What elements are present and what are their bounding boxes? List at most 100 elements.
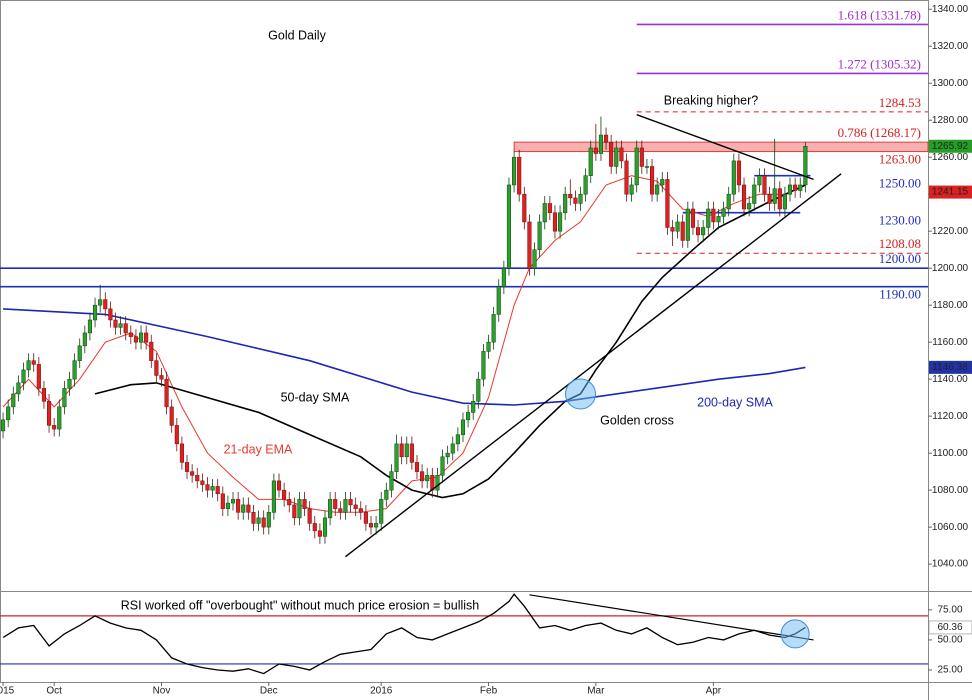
candle-body [404, 443, 409, 458]
candle-body [512, 156, 517, 186]
candle-body [82, 332, 87, 347]
y-tick-label: 1340.00 [932, 4, 969, 15]
candle-body [190, 471, 195, 476]
candle-body [598, 134, 604, 154]
candle-body [757, 175, 762, 186]
candle-body [563, 193, 568, 213]
candle-body [558, 212, 563, 232]
y-tick-label: 1180.00 [932, 300, 968, 311]
candle-body [363, 512, 368, 524]
x-tick-label: Nov [153, 686, 171, 697]
y-tick-label: 50.00 [937, 635, 962, 646]
x-tick-label: 2015 [0, 686, 15, 697]
candle-body [496, 286, 501, 315]
x-tick-label: Oct [46, 686, 62, 697]
candle-body [317, 530, 322, 537]
candle-body [154, 360, 159, 376]
candle-body [685, 208, 690, 241]
price-tag [929, 139, 972, 153]
candle-body [624, 160, 629, 195]
candle-body [138, 332, 144, 343]
level-label: 1230.00 [879, 213, 921, 228]
y-tick-label: 25.00 [937, 665, 962, 676]
candle-body [481, 351, 486, 380]
x-tick-label: Mar [587, 686, 605, 697]
candle-body [527, 221, 532, 269]
candle-body [752, 184, 757, 204]
candle-body [716, 216, 721, 223]
candle-body [573, 197, 578, 204]
x-tick-label: Dec [260, 686, 278, 697]
level-label: 1.618 (1331.78) [838, 7, 921, 22]
level-label: 1250.00 [879, 176, 921, 191]
level-label: 1208.08 [879, 236, 921, 251]
candle-body [501, 267, 506, 287]
candle-body [11, 393, 16, 408]
candle-body [762, 175, 767, 195]
indicator-label: 200-day SMA [697, 395, 773, 409]
candle-body [36, 364, 41, 389]
candle-body [389, 471, 394, 491]
candle-body [537, 221, 542, 250]
candle-body [736, 160, 741, 186]
level-label: 1.272 (1305.32) [838, 56, 921, 71]
level-label: 0.786 (1268.17) [838, 125, 921, 140]
candle-body [675, 221, 680, 232]
candle-body [123, 323, 128, 334]
candle-body [302, 499, 307, 509]
candle-body [328, 499, 333, 519]
candle-body [113, 319, 118, 328]
price-tag-label: 1265.92 [932, 141, 969, 152]
candle-body [144, 332, 149, 343]
candle-body [547, 203, 552, 213]
candle-body [399, 443, 404, 458]
candle-body [62, 388, 67, 408]
candle-body [772, 188, 777, 204]
candle-body [251, 512, 256, 524]
candle-body [297, 499, 302, 519]
candle-body [532, 249, 537, 269]
candle-body [215, 486, 220, 495]
candle-body [440, 456, 445, 476]
candle-body [256, 517, 261, 524]
candle-body [368, 523, 374, 528]
rsi-tag [928, 620, 972, 635]
y-tick-label: 1320.00 [932, 41, 969, 52]
candle-body [292, 504, 297, 519]
candle-body [230, 499, 236, 504]
candle-body [787, 184, 793, 195]
candle-body [394, 443, 399, 472]
candle-body [721, 208, 726, 217]
candle-body [6, 406, 11, 421]
candle-body [26, 360, 31, 371]
candle-body [205, 484, 210, 491]
x-tick-label: Feb [480, 686, 498, 697]
candle-body [767, 193, 772, 204]
candle-body [711, 208, 716, 223]
candle-body [72, 360, 77, 380]
candle-body [225, 502, 230, 509]
candle-body [650, 166, 655, 195]
candle-body [164, 378, 169, 408]
level-label: 1200.00 [879, 251, 921, 266]
price-tag-label: 1146.38 [932, 362, 968, 373]
candle-body [466, 412, 471, 421]
level-label: 1284.53 [879, 95, 921, 110]
candle-body [741, 184, 747, 210]
candle-body [629, 184, 634, 195]
candle-body [435, 475, 440, 491]
candle-body [276, 480, 282, 491]
candle-body [609, 142, 614, 167]
candle-body [552, 212, 558, 232]
price-tag [929, 185, 972, 199]
candle-body [333, 499, 338, 509]
candle-body [634, 147, 639, 186]
indicator-line [3, 308, 806, 406]
candle-body [322, 517, 328, 537]
candle-body [103, 299, 108, 310]
highlight-label: Golden cross [600, 413, 674, 427]
price-tag-label: 1241.15 [932, 187, 969, 198]
x-tick-label: Apr [706, 686, 722, 697]
